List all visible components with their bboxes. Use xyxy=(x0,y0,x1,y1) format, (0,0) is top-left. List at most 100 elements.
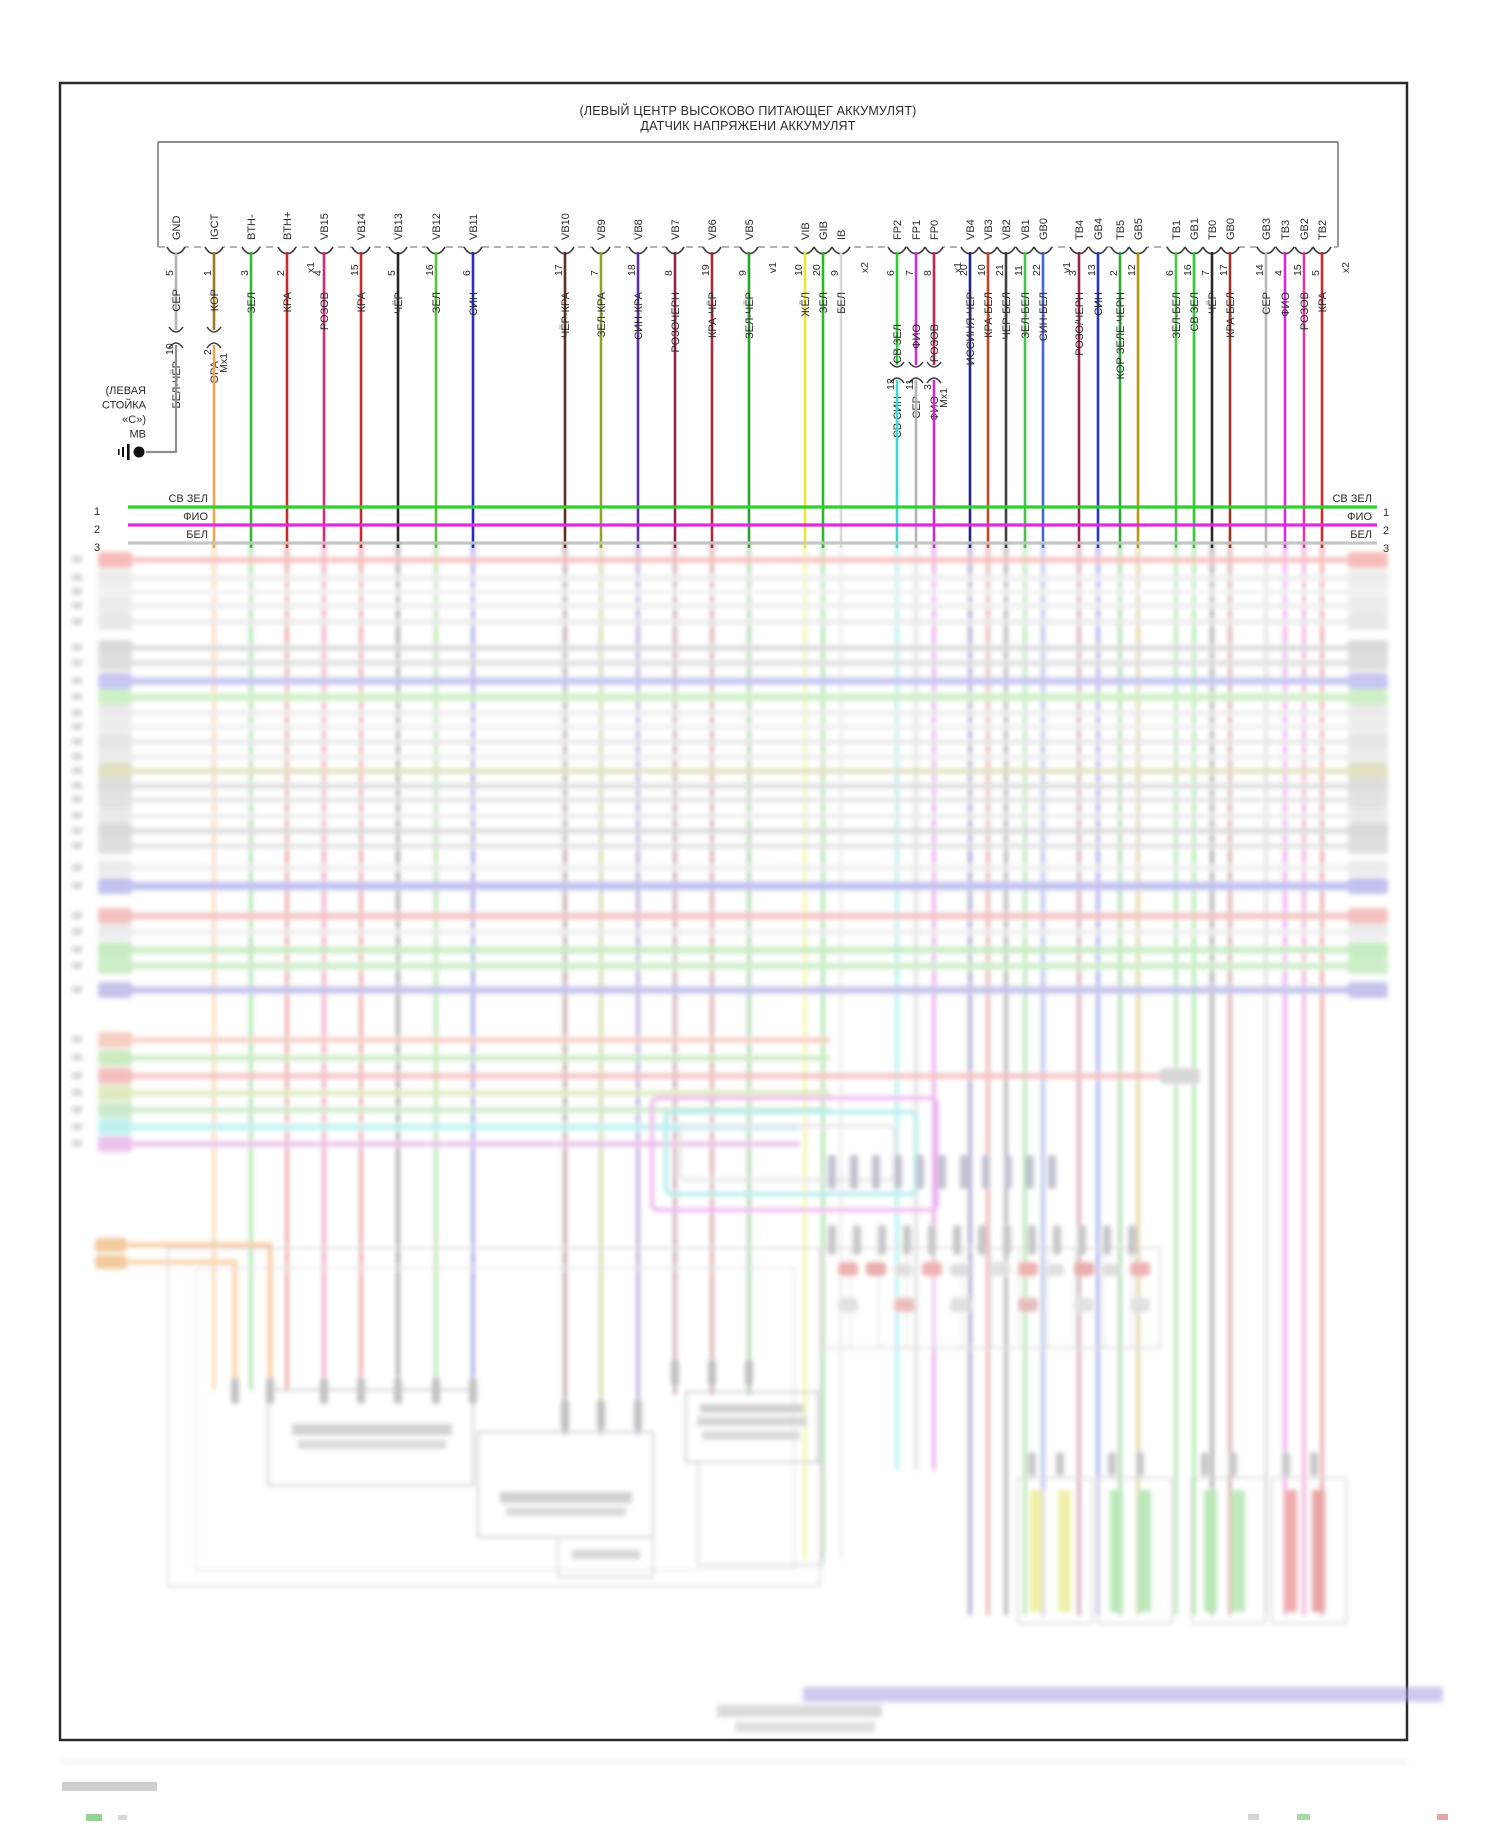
bus-number-left: 1 xyxy=(94,506,100,518)
junction-arc-lower xyxy=(926,377,942,384)
faded-blob xyxy=(838,1298,858,1312)
pin-number: 7 xyxy=(1200,270,1212,276)
faded-wire-stub xyxy=(394,1378,402,1404)
faded-row-number-stub xyxy=(72,1072,82,1079)
pin-number: 14 xyxy=(1254,264,1266,276)
faded-row-right-tag xyxy=(1348,860,1388,876)
faded-row-right-tag xyxy=(1348,719,1388,735)
faded-row-number-stub xyxy=(72,928,82,935)
pin-number: 15 xyxy=(349,264,361,276)
pin-name-label: GIB xyxy=(818,221,830,240)
pin-name-label: TB1 xyxy=(1171,220,1183,240)
pin-number: 19 xyxy=(700,264,712,276)
pin-name-label: GB5 xyxy=(1133,218,1145,240)
faded-routing-loop xyxy=(664,1110,918,1196)
wire-color-label: КОР xyxy=(209,289,221,311)
pin-arc-mask xyxy=(997,244,1015,252)
faded-wire-stub xyxy=(828,1225,836,1255)
pin-number: 9 xyxy=(737,270,749,276)
faded-bar xyxy=(700,1404,804,1413)
pin-name-label: VB13 xyxy=(393,213,405,240)
faded-row-left-tag xyxy=(98,1032,132,1048)
wire-color-label: ЗЕЛ-БЕЛ xyxy=(1171,292,1183,339)
faded-row-left-tag xyxy=(98,778,132,794)
margin-speck xyxy=(62,1782,157,1791)
pin-vb9: VB9 7 ЗЕЛ-КРА xyxy=(589,219,611,548)
faded-row-left-tag xyxy=(98,584,132,600)
pin-arc-mask xyxy=(814,244,832,252)
faded-row-right-tag xyxy=(1348,982,1388,998)
faded-wire-stub xyxy=(1229,1452,1237,1476)
pin-number: 8 xyxy=(922,270,934,276)
faded-bar xyxy=(292,1424,452,1435)
pin-number: 16 xyxy=(1182,264,1194,276)
pin-number: 3 xyxy=(1067,270,1079,276)
faded-connector-outline xyxy=(167,1247,821,1587)
junction-arc-lower xyxy=(908,377,924,384)
faded-row-left-tag xyxy=(98,749,132,765)
pin-name-label: FP1 xyxy=(911,220,923,240)
pin-name-label: GB0 xyxy=(1038,218,1050,240)
pin-number: 21 xyxy=(994,264,1006,276)
pin-name-label: VB8 xyxy=(633,219,645,240)
pin-arc-mask xyxy=(907,244,925,252)
faded-row-left-tag xyxy=(98,655,132,671)
junction-number: 10 xyxy=(164,343,176,355)
faded-bar xyxy=(572,1550,640,1559)
faded-row-number-stub xyxy=(72,709,82,716)
junction-arc-lower xyxy=(168,342,184,349)
ground-wire xyxy=(146,345,178,454)
faded-wire-stub xyxy=(1004,1155,1012,1189)
faded-row-left-tag xyxy=(98,1050,132,1066)
bus-number-right: 3 xyxy=(1383,543,1389,555)
pin-arc-mask xyxy=(1185,244,1203,252)
faded-section xyxy=(60,544,1443,1763)
pin-arc-mask xyxy=(315,244,333,252)
faded-row-left-tag xyxy=(98,942,132,958)
wire-color-label: ЗЕЛ-КРА xyxy=(596,291,608,337)
faded-bar xyxy=(697,1417,807,1426)
pin-name-label: FP0 xyxy=(929,220,941,240)
pin-tb5: TB5 2 КОР ЗЕЛЕ-ЧЕРН xyxy=(1108,220,1130,548)
faded-row-number-stub xyxy=(72,574,82,581)
faded-row-number-stub xyxy=(72,753,82,760)
faded-row-number-stub xyxy=(72,588,82,595)
faded-row-right-tag xyxy=(1348,598,1388,614)
pin-arc-mask xyxy=(352,244,370,252)
faded-row-left-tag xyxy=(98,552,132,568)
junction-arc-upper xyxy=(926,361,942,368)
pin-arc-mask xyxy=(1221,244,1239,252)
group-marker: x1 xyxy=(952,262,964,273)
faded-wire-stub xyxy=(872,1155,880,1189)
bus-label-right: ФИО xyxy=(1347,511,1372,523)
faded-row-left-tag xyxy=(98,1085,132,1101)
faded-bar xyxy=(735,1722,875,1732)
pin-arc-mask xyxy=(961,244,979,252)
faded-row-left-tag xyxy=(98,640,132,656)
faded-row-right-tag xyxy=(1348,778,1388,794)
pin-vb8: VB8 18 СИН-КРА xyxy=(626,219,648,548)
faded-row-right-tag xyxy=(1348,838,1388,854)
pin-fp1: FP17ФИО11СЕР xyxy=(904,220,926,548)
bus-number-left: 2 xyxy=(94,524,100,536)
pin-name-label: VB3 xyxy=(983,219,995,240)
faded-row-right-tag xyxy=(1348,734,1388,750)
faded-wire-stub xyxy=(853,1225,861,1255)
faded-row-left-tag xyxy=(98,705,132,721)
faded-wire-stub xyxy=(1028,1452,1036,1476)
pin-bth-: BTH- 3 ЗЕЛ xyxy=(239,214,261,548)
margin-speck xyxy=(1297,1814,1310,1820)
faded-connector-outline xyxy=(1097,1477,1173,1624)
faded-row-left-tag xyxy=(98,982,132,998)
faded-connector-outline xyxy=(1191,1477,1267,1624)
faded-wire-stub xyxy=(432,1378,440,1404)
wire-color-label: СВ ЗЕЛ xyxy=(892,324,904,364)
pin-name-label: VB10 xyxy=(560,213,572,240)
faded-wire-stub xyxy=(320,1378,328,1404)
pin-number: 5 xyxy=(386,270,398,276)
faded-bar xyxy=(506,1507,626,1516)
faded-hook-wire xyxy=(128,1259,238,1385)
pin-arc-mask xyxy=(556,244,574,252)
